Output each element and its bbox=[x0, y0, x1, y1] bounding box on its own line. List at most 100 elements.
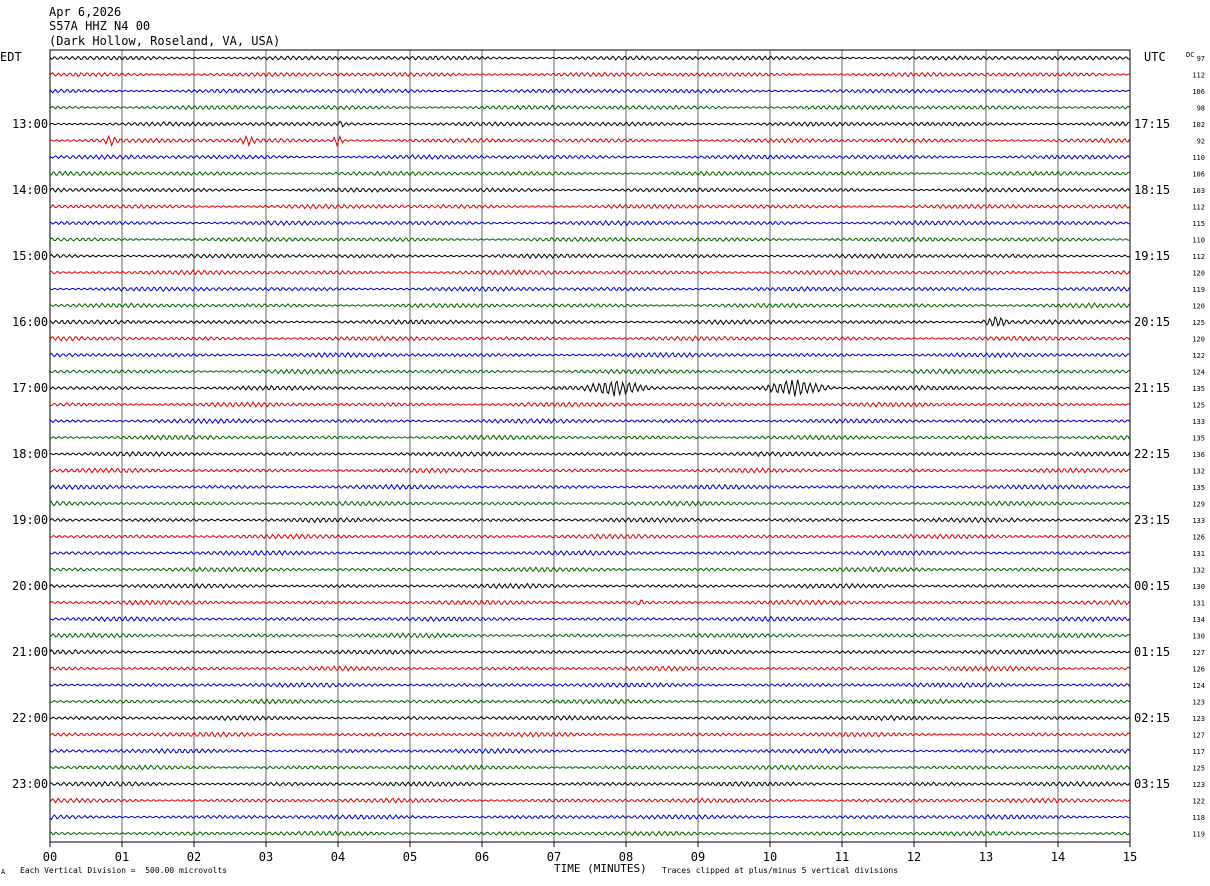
right-hour-label: 00:15 bbox=[1134, 579, 1170, 593]
dc-offset-label: 115 bbox=[1192, 220, 1205, 228]
dc-offset-label: 122 bbox=[1192, 798, 1205, 806]
dc-header-label: DC bbox=[1186, 51, 1194, 59]
seismic-trace bbox=[49, 187, 1130, 193]
left-timezone-label: EDT bbox=[0, 50, 22, 64]
dc-offset-label: 112 bbox=[1192, 72, 1205, 80]
x-tick-label: 15 bbox=[1123, 850, 1137, 864]
left-hour-label: 17:00 bbox=[12, 381, 48, 395]
x-tick-label: 12 bbox=[907, 850, 921, 864]
left-hour-label: 23:00 bbox=[12, 777, 48, 791]
seismic-trace bbox=[49, 335, 1130, 342]
seismic-trace bbox=[49, 533, 1130, 540]
dc-offset-label: 133 bbox=[1192, 517, 1205, 525]
left-hour-label: 20:00 bbox=[12, 579, 48, 593]
seismic-trace bbox=[49, 615, 1130, 623]
dc-offset-label: 124 bbox=[1192, 369, 1205, 377]
seismic-trace bbox=[49, 351, 1130, 359]
seismic-trace bbox=[49, 120, 1130, 128]
dc-offset-label: 135 bbox=[1192, 385, 1205, 393]
right-hour-label: 18:15 bbox=[1134, 183, 1170, 197]
corner-mark: A bbox=[1, 868, 6, 876]
seismic-trace bbox=[49, 401, 1130, 408]
seismic-trace bbox=[49, 549, 1130, 557]
x-tick-label: 11 bbox=[835, 850, 849, 864]
dc-offset-label: 110 bbox=[1192, 154, 1205, 162]
dc-offset-label: 120 bbox=[1192, 303, 1205, 311]
dc-offset-label: 135 bbox=[1192, 484, 1205, 492]
dc-offset-label: 120 bbox=[1192, 336, 1205, 344]
seismic-trace bbox=[49, 813, 1130, 821]
dc-offset-label: 124 bbox=[1192, 682, 1205, 690]
left-hour-label: 14:00 bbox=[12, 183, 48, 197]
seismic-trace bbox=[49, 582, 1130, 590]
dc-offset-label: 122 bbox=[1192, 352, 1205, 360]
dc-offset-label: 103 bbox=[1192, 187, 1205, 195]
seismic-trace bbox=[49, 780, 1130, 788]
seismic-trace bbox=[49, 450, 1130, 458]
seismic-trace bbox=[49, 764, 1130, 771]
dc-offset-label: 123 bbox=[1192, 715, 1205, 723]
right-timezone-label: UTC bbox=[1144, 50, 1166, 64]
x-tick-label: 05 bbox=[403, 850, 417, 864]
x-tick-label: 02 bbox=[187, 850, 201, 864]
x-tick-label: 04 bbox=[331, 850, 345, 864]
dc-offset-label: 132 bbox=[1192, 468, 1205, 476]
dc-offset-label: 97 bbox=[1197, 55, 1205, 63]
dc-offset-label: 130 bbox=[1192, 583, 1205, 591]
dc-offset-label: 127 bbox=[1192, 649, 1205, 657]
seismic-trace bbox=[49, 236, 1130, 243]
dc-offset-label: 123 bbox=[1192, 699, 1205, 707]
x-tick-label: 06 bbox=[475, 850, 489, 864]
hour-labels: 13:00 17:15 14:00 18:15 15:00 19:15 16:00 20:15… bbox=[12, 117, 1170, 791]
dc-offset-label: 135 bbox=[1192, 435, 1205, 443]
right-hour-label: 19:15 bbox=[1134, 249, 1170, 263]
seismic-trace bbox=[49, 566, 1130, 573]
x-tick-label: 01 bbox=[115, 850, 129, 864]
seismic-traces bbox=[49, 55, 1130, 837]
dc-offset-label: 92 bbox=[1197, 138, 1205, 146]
seismic-trace bbox=[49, 71, 1130, 78]
dc-offset-label: 123 bbox=[1192, 781, 1205, 789]
clip-note: Traces clipped at plus/minus 5 vertical … bbox=[662, 866, 899, 875]
seismic-trace bbox=[49, 698, 1130, 705]
plot-frame bbox=[49, 49, 1131, 843]
dc-offset-label: 131 bbox=[1192, 600, 1205, 608]
left-hour-label: 16:00 bbox=[12, 315, 48, 329]
seismic-trace bbox=[49, 434, 1130, 441]
x-tick-label: 00 bbox=[43, 850, 57, 864]
seismic-trace bbox=[49, 830, 1130, 837]
seismic-trace bbox=[49, 170, 1130, 177]
dc-offset-label: 127 bbox=[1192, 732, 1205, 740]
x-tick-label: 14 bbox=[1051, 850, 1065, 864]
seismic-trace bbox=[49, 632, 1130, 639]
right-hour-label: 17:15 bbox=[1134, 117, 1170, 131]
left-hour-label: 15:00 bbox=[12, 249, 48, 263]
right-hour-label: 22:15 bbox=[1134, 447, 1170, 461]
left-hour-label: 22:00 bbox=[12, 711, 48, 725]
dc-offset-label: 125 bbox=[1192, 319, 1205, 327]
x-tick-labels: 00 01 02 03 04 05 06 07 08 09 10 11 12 13 14 15 bbox=[43, 850, 1137, 864]
x-tick-label: 09 bbox=[691, 850, 705, 864]
seismic-trace bbox=[49, 500, 1130, 507]
seismic-trace bbox=[49, 368, 1130, 375]
dc-offset-label: 125 bbox=[1192, 402, 1205, 410]
right-hour-label: 03:15 bbox=[1134, 777, 1170, 791]
seismic-trace bbox=[49, 648, 1130, 655]
seismic-trace bbox=[49, 747, 1130, 755]
left-hour-label: 21:00 bbox=[12, 645, 48, 659]
dc-offset-label: 118 bbox=[1192, 814, 1205, 822]
right-hour-label: 02:15 bbox=[1134, 711, 1170, 725]
grid-lines bbox=[49, 49, 1131, 847]
seismic-trace bbox=[49, 714, 1130, 722]
dc-offset-label: 112 bbox=[1192, 253, 1205, 261]
scale-note: Each Vertical Division = 500.00 microvol… bbox=[20, 866, 228, 875]
left-hour-label: 19:00 bbox=[12, 513, 48, 527]
seismic-trace bbox=[49, 467, 1130, 474]
dc-offset-label: 119 bbox=[1192, 286, 1205, 294]
station-location: (Dark Hollow, Roseland, VA, USA) bbox=[49, 34, 281, 48]
seismic-trace bbox=[49, 483, 1130, 491]
seismic-trace bbox=[49, 55, 1130, 61]
seismic-trace bbox=[49, 285, 1130, 293]
right-hour-label: 23:15 bbox=[1134, 513, 1170, 527]
